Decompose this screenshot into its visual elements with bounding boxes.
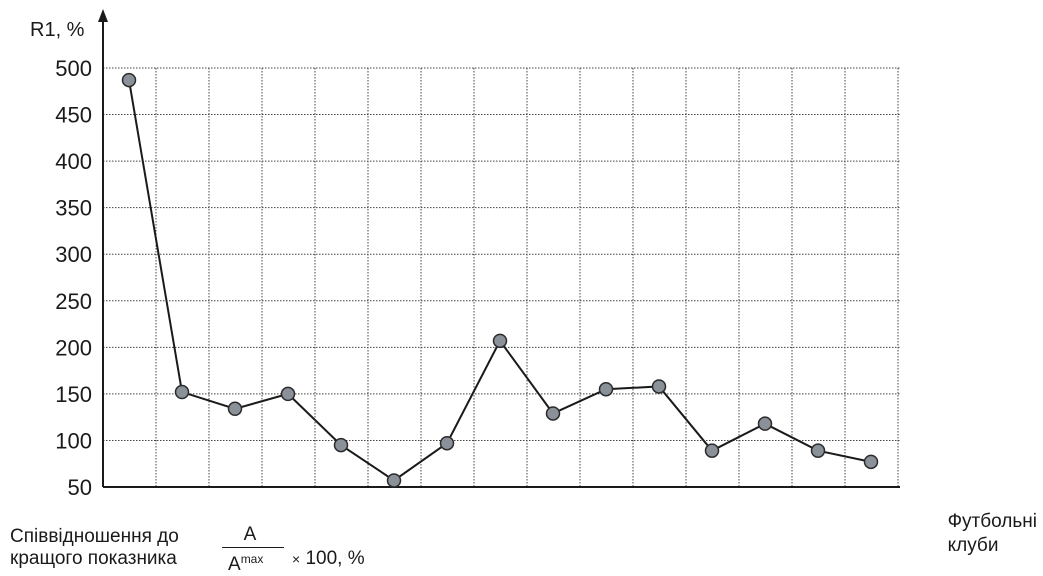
y-tick-label: 350 (55, 196, 92, 221)
x-axis-label: Футбольні клуби (948, 510, 1037, 558)
data-point (386, 473, 402, 488)
y-tick-label: 300 (55, 242, 92, 267)
y-tick-label: 250 (55, 289, 92, 314)
data-point (121, 72, 137, 88)
y-tick-label: 50 (68, 475, 92, 500)
data-point (704, 443, 720, 458)
y-tick-label: 150 (55, 382, 92, 407)
y-tick-label: 400 (55, 149, 92, 174)
data-point (439, 435, 455, 451)
axes (98, 9, 900, 488)
multiplier-value: 100, % (305, 548, 365, 569)
data-point (757, 416, 773, 431)
data-point (227, 401, 243, 417)
data-point (174, 384, 190, 400)
y-tick-label: 500 (55, 56, 92, 81)
data-point (598, 381, 614, 397)
y-tick-labels: 50 100 150 200 250 300 350 400 450 500 (55, 56, 92, 500)
fraction-bar (222, 547, 284, 548)
denominator-symbol: A (228, 554, 241, 575)
y-tick-label: 200 (55, 335, 92, 360)
fraction-numerator: A (243, 524, 257, 545)
data-point (333, 437, 349, 453)
x-axis-label-line1: Футбольні (947, 511, 1037, 532)
data-point (280, 386, 296, 402)
ratio-fraction: A Amax (214, 524, 286, 575)
footnote-line1: Співвідношення до (10, 526, 179, 547)
y-tick-label: 450 (55, 103, 92, 128)
data-point (545, 406, 561, 421)
y-axis-label: R1, % (30, 19, 85, 41)
series (121, 72, 879, 488)
x-axis-label-line2: клуби (947, 535, 999, 556)
fraction-denominator: Amax (228, 548, 263, 576)
footnote-line2: кращого показника (10, 548, 177, 569)
y-axis-arrow-icon (98, 9, 108, 22)
footnote-multiplier: × 100, % (292, 548, 365, 570)
data-point (810, 443, 826, 458)
data-point (492, 333, 508, 349)
data-point (651, 379, 667, 394)
y-tick-label: 100 (55, 428, 92, 453)
times-sign: × (292, 551, 301, 567)
grid (103, 67, 900, 487)
data-point (863, 454, 879, 470)
denominator-superscript: max (240, 552, 264, 566)
